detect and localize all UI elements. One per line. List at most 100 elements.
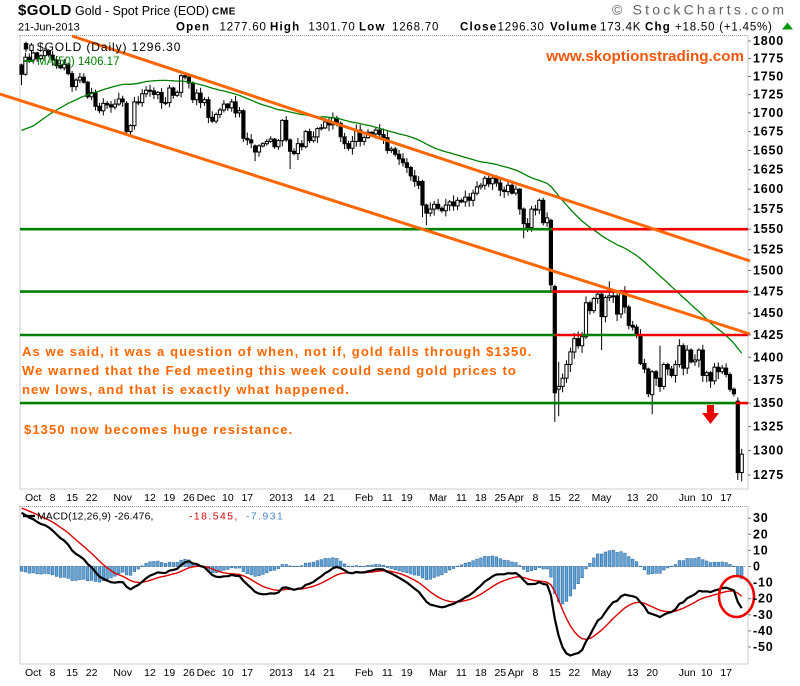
svg-text:1425: 1425 bbox=[753, 328, 784, 342]
svg-text:15: 15 bbox=[66, 667, 78, 679]
svg-text:11: 11 bbox=[456, 492, 467, 504]
svg-text:15: 15 bbox=[549, 667, 561, 679]
svg-text:MA(50) 1406.17: MA(50) 1406.17 bbox=[37, 56, 119, 68]
svg-text:10: 10 bbox=[701, 667, 713, 679]
svg-text:Apr: Apr bbox=[508, 667, 525, 679]
svg-text:-18.545,: -18.545, bbox=[189, 512, 239, 523]
svg-text:1775: 1775 bbox=[753, 52, 784, 66]
svg-text:new lows, and that is exactly: new lows, and that is exactly what happe… bbox=[22, 382, 350, 397]
svg-text:Mar: Mar bbox=[429, 492, 448, 504]
svg-text:1400: 1400 bbox=[753, 350, 784, 364]
svg-text:8: 8 bbox=[50, 667, 56, 679]
svg-text:19: 19 bbox=[164, 492, 176, 504]
svg-text:1525: 1525 bbox=[753, 243, 784, 257]
svg-text:1300: 1300 bbox=[753, 444, 784, 458]
svg-text:11: 11 bbox=[382, 492, 393, 504]
svg-text:$GOLD: $GOLD bbox=[18, 2, 72, 19]
svg-text:1277.60: 1277.60 bbox=[220, 22, 267, 34]
svg-text:17: 17 bbox=[720, 492, 732, 504]
svg-text:1675: 1675 bbox=[753, 125, 784, 139]
svg-text:11: 11 bbox=[382, 667, 393, 679]
svg-text:10: 10 bbox=[222, 492, 234, 504]
svg-text:14: 14 bbox=[304, 492, 316, 504]
svg-text:-7.931: -7.931 bbox=[246, 512, 284, 523]
svg-text:Oct: Oct bbox=[25, 492, 41, 504]
svg-text:20: 20 bbox=[646, 667, 658, 679]
svg-text:12: 12 bbox=[144, 492, 156, 504]
svg-text:8: 8 bbox=[532, 492, 538, 504]
svg-text:As we said, it was a question: As we said, it was a question of when, n… bbox=[22, 344, 532, 359]
svg-text:17: 17 bbox=[241, 667, 253, 679]
svg-text:26: 26 bbox=[183, 492, 195, 504]
svg-text:1750: 1750 bbox=[753, 70, 784, 84]
svg-text:Jun: Jun bbox=[679, 667, 696, 679]
svg-text:18: 18 bbox=[475, 492, 487, 504]
svg-text:15: 15 bbox=[549, 492, 561, 504]
svg-text:25: 25 bbox=[494, 492, 506, 504]
svg-text:High: High bbox=[270, 22, 300, 34]
svg-text:19: 19 bbox=[401, 667, 413, 679]
svg-text:22: 22 bbox=[86, 492, 98, 504]
svg-text:21-Jun-2013: 21-Jun-2013 bbox=[18, 22, 80, 34]
svg-text:Feb: Feb bbox=[355, 492, 373, 504]
svg-text:18: 18 bbox=[475, 667, 487, 679]
svg-text:Apr: Apr bbox=[508, 492, 525, 504]
svg-text:20: 20 bbox=[646, 492, 658, 504]
svg-text:20: 20 bbox=[753, 527, 769, 541]
svg-text:17: 17 bbox=[720, 667, 732, 679]
svg-text:1650: 1650 bbox=[753, 144, 784, 158]
svg-text:13: 13 bbox=[627, 492, 639, 504]
svg-text:1296.30: 1296.30 bbox=[498, 22, 545, 34]
svg-text:-10: -10 bbox=[753, 576, 773, 590]
svg-text:1800: 1800 bbox=[753, 34, 784, 48]
svg-text:1625: 1625 bbox=[753, 163, 784, 177]
svg-text:8: 8 bbox=[532, 667, 538, 679]
svg-text:$1350 now becomes huge resista: $1350 now becomes huge resistance. bbox=[24, 422, 293, 437]
svg-text:© StockCharts.com: © StockCharts.com bbox=[612, 2, 787, 18]
svg-text:Feb: Feb bbox=[355, 667, 373, 679]
svg-text:Low: Low bbox=[359, 22, 386, 34]
svg-text:11: 11 bbox=[456, 667, 467, 679]
svg-text:2013: 2013 bbox=[269, 492, 293, 504]
svg-text:8: 8 bbox=[50, 492, 56, 504]
svg-text:Dec: Dec bbox=[197, 492, 216, 504]
svg-text:1301.70: 1301.70 bbox=[308, 22, 355, 34]
svg-text:Chg: Chg bbox=[645, 22, 671, 34]
svg-text:1268.70: 1268.70 bbox=[392, 22, 439, 34]
svg-text:Close: Close bbox=[460, 22, 497, 34]
svg-text:10: 10 bbox=[222, 667, 234, 679]
svg-text:1375: 1375 bbox=[753, 373, 784, 387]
svg-text:15: 15 bbox=[66, 492, 78, 504]
svg-text:22: 22 bbox=[568, 667, 580, 679]
svg-text:May: May bbox=[592, 492, 613, 504]
svg-text:14: 14 bbox=[304, 667, 316, 679]
svg-text:10: 10 bbox=[701, 492, 713, 504]
svg-text:21: 21 bbox=[323, 492, 335, 504]
svg-text:We warned that the Fed meeting: We warned that the Fed meeting this week… bbox=[22, 363, 517, 378]
svg-text:22: 22 bbox=[568, 492, 580, 504]
svg-text:May: May bbox=[592, 667, 613, 679]
svg-text:-50: -50 bbox=[753, 640, 773, 654]
svg-text:2013: 2013 bbox=[269, 667, 293, 679]
svg-text:173.4K: 173.4K bbox=[600, 22, 641, 34]
svg-text:MACD(12,26,9) -26.476,: MACD(12,26,9) -26.476, bbox=[37, 512, 154, 523]
svg-text:1500: 1500 bbox=[753, 264, 784, 278]
svg-text:Gold - Spot Price (EOD): Gold - Spot Price (EOD) bbox=[75, 4, 209, 18]
svg-text:Nov: Nov bbox=[113, 492, 132, 504]
svg-text:Oct: Oct bbox=[25, 667, 41, 679]
svg-text:10: 10 bbox=[753, 543, 769, 557]
svg-text:Nov: Nov bbox=[113, 667, 132, 679]
svg-text:-30: -30 bbox=[753, 608, 773, 622]
svg-text:21: 21 bbox=[323, 667, 335, 679]
svg-text:www.skoptionstrading.com: www.skoptionstrading.com bbox=[545, 48, 744, 65]
svg-text:26: 26 bbox=[183, 667, 195, 679]
svg-text:Dec: Dec bbox=[197, 667, 216, 679]
svg-text:1275: 1275 bbox=[753, 468, 784, 482]
svg-text:1600: 1600 bbox=[753, 182, 784, 196]
svg-text:30: 30 bbox=[753, 511, 769, 525]
svg-text:19: 19 bbox=[164, 667, 176, 679]
svg-text:$GOLD (Daily) 1296.30: $GOLD (Daily) 1296.30 bbox=[37, 40, 181, 54]
svg-text:13: 13 bbox=[627, 667, 639, 679]
svg-text:19: 19 bbox=[401, 492, 413, 504]
svg-text:Volume: Volume bbox=[550, 22, 598, 34]
